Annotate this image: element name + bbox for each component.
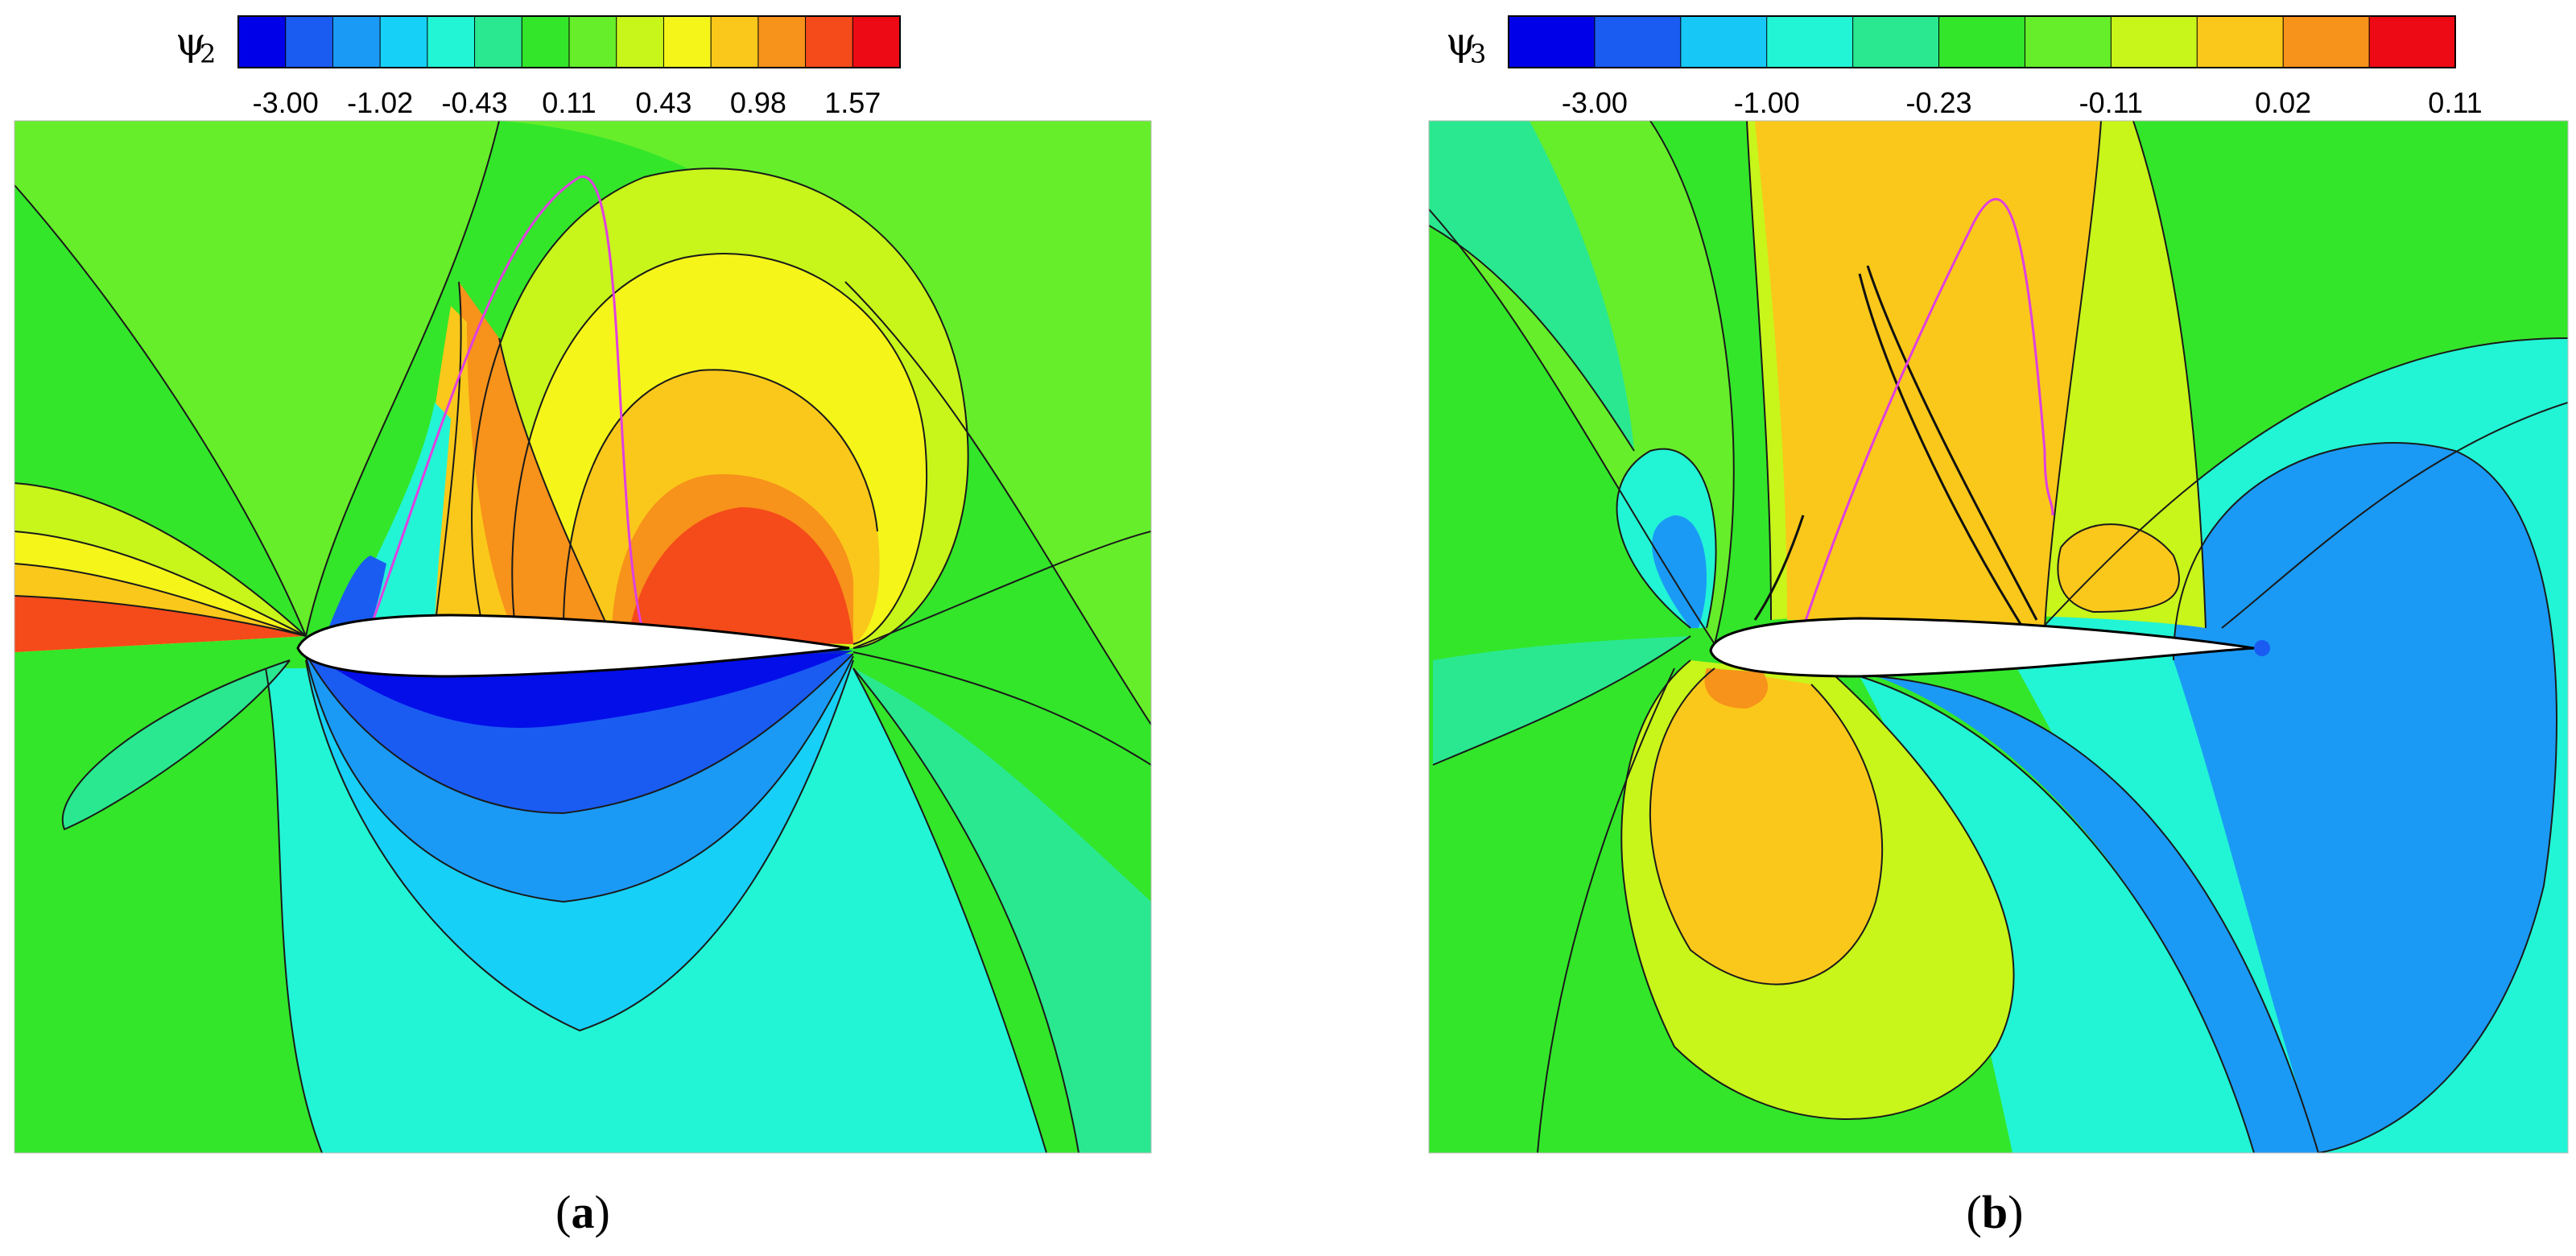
colorbar-tick-label: 1.57	[824, 86, 881, 119]
colorbar-tick-label: -3.00	[253, 86, 319, 119]
colorbar-tick-label: 0.11	[542, 86, 596, 119]
contour-plot-b	[1429, 121, 2568, 1153]
colorbar-b-cells	[1508, 15, 2456, 68]
colorbar-swatch	[568, 15, 617, 68]
panel-b: ψ 3 -3.00-1.00-0.23-0.110.020.110.150.22…	[1428, 15, 2569, 1238]
colorbar-swatch	[1766, 15, 1854, 68]
colorbar-swatch	[805, 15, 854, 68]
colorbar-swatch	[2368, 15, 2456, 68]
colorbar-swatch	[2196, 15, 2285, 68]
colorbar-b-subscript: 3	[1470, 39, 1486, 69]
colorbar-b: ψ 3 -3.00-1.00-0.23-0.110.020.110.150.22…	[1446, 15, 2483, 119]
colorbar-swatch	[616, 15, 665, 68]
colorbar-swatch	[1594, 15, 1682, 68]
colorbar-swatch	[474, 15, 523, 68]
colorbar-tick-label: -3.00	[1562, 86, 1628, 119]
colorbar-swatch	[332, 15, 382, 68]
colorbar-tick-label: 0.98	[730, 86, 786, 119]
colorbar-swatch	[1938, 15, 2026, 68]
colorbar-a-symbol: ψ	[175, 19, 206, 64]
colorbar-swatch	[710, 15, 759, 68]
colorbar-tick-label: 0.43	[635, 86, 691, 119]
colorbar-tick-label: -0.43	[442, 86, 508, 119]
colorbar-swatch	[2110, 15, 2198, 68]
panel-a: ψ 2 -3.00 -1.02 -0.43 0.11 0.43 0.98 1.57	[14, 15, 1152, 1238]
colorbar-tick-label: -0.23	[1906, 86, 1972, 119]
colorbar-swatch	[285, 15, 334, 68]
colorbar-swatch	[852, 15, 902, 68]
colorbar-swatch	[1852, 15, 1940, 68]
colorbar-a-cells	[237, 15, 902, 68]
colorbar-swatch	[427, 15, 476, 68]
colorbar-swatch	[521, 15, 570, 68]
colorbar-tick-label: 0.11	[2428, 86, 2482, 119]
colorbar-b-symbol: ψ	[1446, 19, 1476, 64]
colorbar-tick-label: 0.02	[2255, 86, 2311, 119]
colorbar-swatch	[1508, 15, 1596, 68]
colorbar-swatch	[2024, 15, 2112, 68]
colorbar-b-ticks: -3.00-1.00-0.23-0.110.020.110.150.221.00…	[1562, 86, 2483, 119]
colorbar-swatch	[663, 15, 712, 68]
colorbar-a-ticks: -3.00 -1.02 -0.43 0.11 0.43 0.98 1.57	[253, 86, 881, 119]
colorbar-swatch	[758, 15, 807, 68]
caption-a: (a)	[555, 1186, 610, 1238]
caption-b: (b)	[1967, 1186, 2024, 1238]
colorbar-swatch	[1680, 15, 1768, 68]
colorbar-swatch	[379, 15, 428, 68]
contour-plot-a	[14, 121, 1151, 1153]
colorbar-a: ψ 2 -3.00 -1.02 -0.43 0.11 0.43 0.98 1.57	[175, 15, 902, 119]
colorbar-swatch	[237, 15, 287, 68]
colorbar-tick-label: -1.00	[1734, 86, 1800, 119]
colorbar-tick-label: -1.02	[347, 86, 413, 119]
colorbar-a-subscript: 2	[200, 39, 216, 69]
colorbar-swatch	[2282, 15, 2371, 68]
colorbar-tick-label: -0.11	[2079, 86, 2143, 119]
